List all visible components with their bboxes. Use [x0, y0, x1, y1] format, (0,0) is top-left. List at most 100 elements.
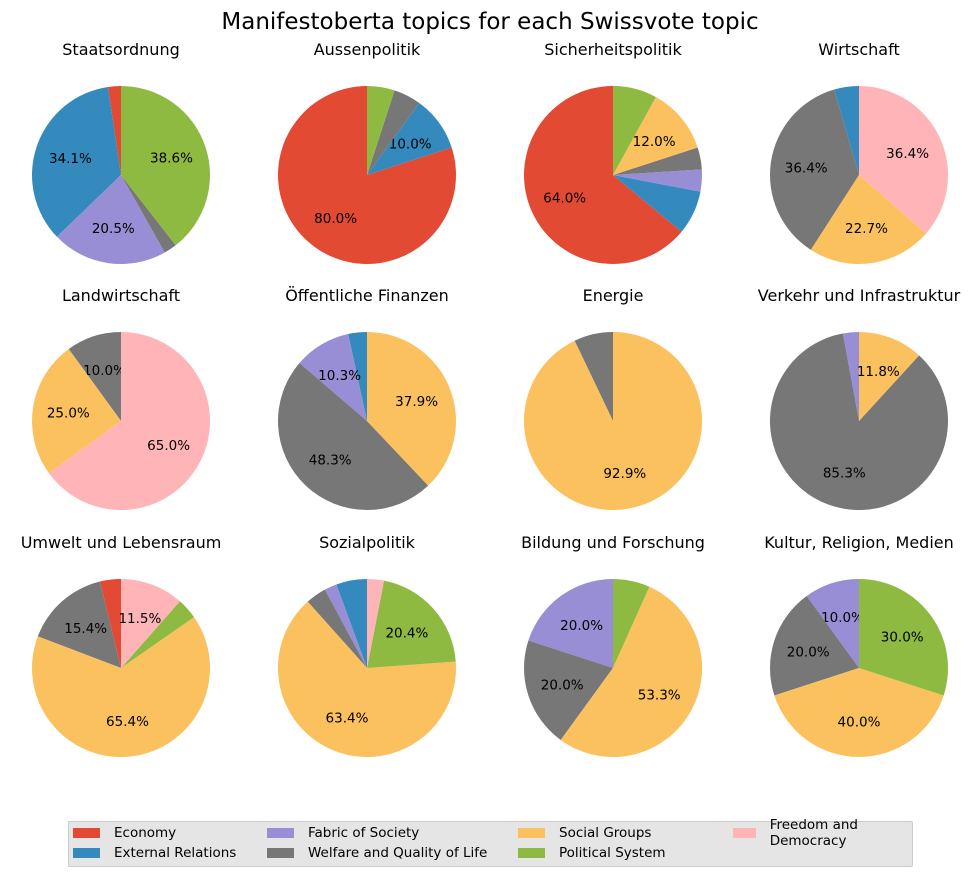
pie-slice-freedom-and-democracy — [367, 579, 384, 668]
pie-title: Landwirtschaft — [62, 286, 180, 305]
pie-slice-fabric-of-society — [56, 175, 165, 264]
pie-7: Energie 92.9% — [523, 286, 702, 510]
pie-slice-welfare-and-quality-of-life — [574, 332, 613, 421]
pie-slice-fabric-of-society — [842, 332, 859, 421]
pie-percent-label: 36.4% — [886, 146, 929, 162]
pie-slice-political-system — [367, 86, 395, 175]
pie-slice-political-system — [121, 601, 195, 668]
legend-label: External Relations — [114, 845, 237, 861]
pie-4: Wirtschaft 36.4% 22.7% 36.4% — [770, 40, 949, 264]
pie-percent-label: 80.0% — [314, 211, 357, 227]
pie-percent-label: 30.0% — [881, 630, 924, 646]
legend: Economy External Relations Fabric of Socie… — [68, 817, 913, 867]
legend-swatch — [267, 848, 294, 858]
pie-slice-external-relations — [348, 332, 367, 421]
pie-slice-social-groups — [810, 175, 927, 264]
pie-title: Wirtschaft — [818, 40, 899, 59]
pie-6: Öffentliche Finanzen 10.3% 48.3% 37.9% — [277, 286, 457, 511]
pie-slice-freedom-and-democracy — [121, 579, 180, 668]
legend-swatch — [73, 848, 100, 858]
pie-percent-label: 20.0% — [787, 645, 830, 661]
pie-slice-political-system — [613, 579, 650, 668]
legend-item-welfare-and-quality-of-life: Welfare and Quality of Life — [267, 844, 487, 862]
pie-percent-label: 12.0% — [633, 134, 676, 150]
pie-slice-political-system — [859, 579, 948, 696]
pie-percent-label: 64.0% — [543, 191, 586, 207]
pie-10: Sozialpolitik 63.4% 20.4% — [278, 533, 457, 757]
pie-percent-label: 53.3% — [638, 688, 681, 704]
pie-1: Staatsordnung 34.1% 20.5% 38.6% — [32, 40, 211, 264]
pie-slice-social-groups — [523, 332, 702, 510]
pie-slice-fabric-of-society — [324, 584, 367, 668]
pie-slice-social-groups — [560, 586, 703, 758]
pie-title: Verkehr und Infrastruktur — [758, 286, 961, 305]
legend-swatch — [733, 828, 756, 838]
pie-percent-label: 10.0% — [821, 610, 864, 626]
pie-percent-label: 20.0% — [541, 678, 584, 694]
pie-slice-welfare-and-quality-of-life — [68, 332, 121, 421]
legend-swatch — [518, 828, 545, 838]
pie-slice-fabric-of-society — [806, 579, 859, 668]
pie-slice-freedom-and-democracy — [859, 86, 949, 234]
pie-slice-freedom-and-democracy — [49, 332, 211, 511]
pie-percent-label: 48.3% — [309, 453, 352, 469]
pie-percent-label: 37.9% — [395, 394, 438, 410]
pie-slice-welfare-and-quality-of-life — [524, 640, 613, 740]
pie-slice-welfare-and-quality-of-life — [277, 363, 429, 511]
pie-percent-label: 10.3% — [318, 368, 361, 384]
pie-slice-social-groups — [774, 668, 944, 757]
pie-percent-label: 36.4% — [785, 160, 828, 176]
pie-percent-label: 65.0% — [147, 438, 190, 454]
pie-title: Kultur, Religion, Medien — [764, 533, 954, 552]
pie-slice-social-groups — [278, 601, 457, 757]
pie-8: Verkehr und Infrastruktur 85.3% 11.8% — [758, 286, 961, 510]
legend-swatch — [73, 828, 100, 838]
pie-slice-economy — [277, 86, 456, 264]
pie-percent-label: 15.4% — [64, 621, 107, 637]
pie-title: Staatsordnung — [62, 40, 179, 59]
pie-percent-label: 11.8% — [857, 364, 900, 380]
pie-slice-social-groups — [367, 332, 457, 486]
pie-title: Bildung und Forschung — [521, 533, 705, 552]
legend-label: Social Groups — [559, 825, 652, 841]
pie-slice-welfare-and-quality-of-life — [121, 175, 176, 253]
pie-slice-political-system — [367, 580, 456, 668]
pie-slice-social-groups — [613, 97, 698, 175]
legend-swatch — [518, 848, 545, 858]
pie-slice-fabric-of-society — [613, 169, 702, 192]
pie-slice-external-relations — [336, 579, 367, 668]
pie-percent-label: 10.0% — [83, 363, 126, 379]
pie-percent-label: 25.0% — [47, 406, 90, 422]
pie-slice-fabric-of-society — [299, 334, 367, 421]
pie-slice-external-relations — [32, 86, 121, 237]
pie-percent-label: 63.4% — [326, 711, 369, 727]
pie-12: Kultur, Religion, Medien 10.0% 20.0% 40.0% 3… — [764, 533, 954, 757]
pie-slice-economy — [107, 86, 121, 175]
pie-percent-label: 40.0% — [838, 714, 881, 730]
pie-title: Sicherheitspolitik — [544, 40, 682, 59]
legend-label: Fabric of Society — [308, 825, 420, 841]
pie-slice-external-relations — [834, 86, 859, 175]
legend-item-political-system: Political System — [518, 844, 666, 862]
pie-percent-label: 22.7% — [845, 221, 888, 237]
pie-percent-label: 65.4% — [106, 714, 149, 730]
pie-2: Aussenpolitik 80.0% 10.0% — [277, 40, 456, 264]
legend-label: Economy — [114, 825, 177, 841]
pie-3: Sicherheitspolitik 64.0% 12.0% — [524, 40, 702, 264]
pie-slice-economy — [524, 86, 682, 264]
pie-title: Umwelt und Lebensraum — [21, 533, 222, 552]
pie-percent-label: 20.0% — [560, 618, 603, 634]
pie-slice-welfare-and-quality-of-life — [367, 90, 420, 175]
legend-item-economy: Economy — [73, 824, 176, 842]
pie-slice-welfare-and-quality-of-life — [307, 589, 367, 668]
legend-label: Welfare and Quality of Life — [308, 845, 488, 861]
legend-item-fabric-of-society: Fabric of Society — [267, 824, 419, 842]
pie-percent-label: 20.5% — [92, 221, 135, 237]
pie-slice-social-groups — [32, 349, 121, 474]
pie-title: Energie — [583, 286, 644, 305]
legend-item-external-relations: External Relations — [73, 844, 236, 862]
legend-label: Freedom and Democracy — [769, 817, 859, 849]
legend-item-social-groups: Social Groups — [518, 824, 651, 842]
pie-percent-label: 85.3% — [823, 465, 866, 481]
pie-slice-economy — [99, 579, 121, 668]
